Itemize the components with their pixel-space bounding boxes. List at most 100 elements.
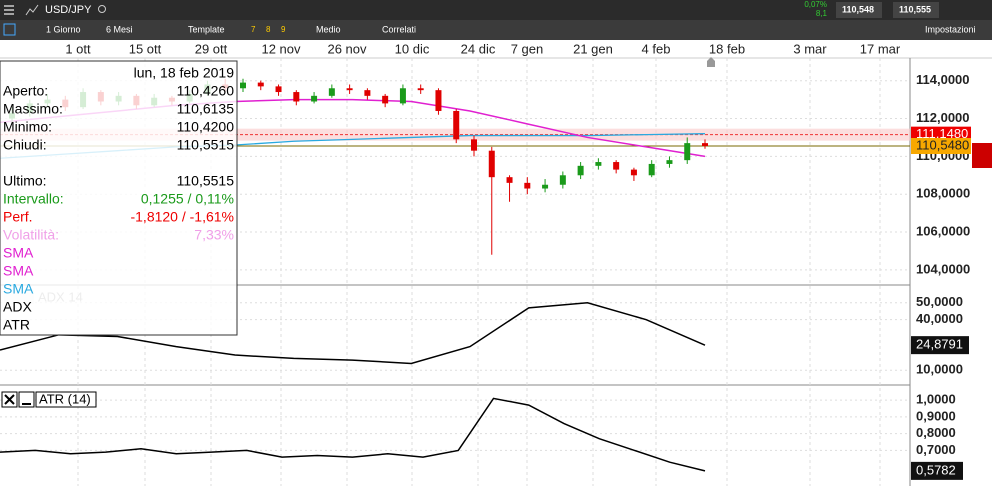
info-date: lun, 18 feb 2019: [134, 65, 235, 81]
line: [0, 397, 706, 472]
top-bar: [0, 0, 992, 20]
candle-body: [435, 90, 442, 111]
candle-body: [417, 88, 424, 91]
info-label: Volatilità:: [3, 227, 59, 243]
preset[interactable]: 7: [251, 25, 256, 34]
info-label: Perf.: [3, 209, 33, 225]
symbol[interactable]: USD/JPY: [45, 4, 92, 16]
related[interactable]: Correlati: [382, 24, 416, 34]
date-label: 24 dic: [461, 41, 496, 56]
chart-icon[interactable]: [25, 4, 39, 16]
y-tick-label: 104,0000: [916, 261, 970, 276]
info-label: Intervallo:: [3, 191, 64, 207]
candle-body: [275, 86, 282, 93]
candle-body: [524, 182, 531, 189]
y-tick-label: 0,7000: [916, 442, 956, 457]
candle-body: [346, 88, 353, 91]
date-label: 18 feb: [709, 41, 745, 56]
candle-body: [559, 175, 566, 185]
interval[interactable]: 1 Giorno: [46, 24, 81, 34]
candle-body: [257, 82, 264, 87]
date-label: 3 mar: [793, 41, 827, 56]
candle-body: [453, 110, 460, 140]
info-label: Minimo:: [3, 119, 52, 135]
candle-body: [382, 95, 389, 104]
candle-body: [399, 88, 406, 104]
date-label: 21 gen: [573, 41, 613, 56]
line: [0, 302, 706, 365]
ask: 110,555: [899, 4, 931, 14]
candle-body: [613, 162, 620, 170]
info-label: Ultimo:: [3, 173, 47, 189]
indicator-label: SMA: [3, 245, 34, 261]
y-tick-label: 112,0000: [916, 110, 970, 125]
y-tick-label: 10,0000: [916, 362, 963, 377]
info-value: 110,5515: [177, 173, 235, 189]
indicator-label: ATR: [3, 317, 30, 333]
indicator-label: SMA: [3, 263, 34, 279]
pane-title: ATR (14): [39, 391, 91, 406]
info-label: Aperto:: [3, 83, 48, 99]
ask-box[interactable]: [893, 2, 939, 18]
style[interactable]: Medio: [316, 24, 341, 34]
candle-body: [542, 184, 549, 189]
info-value: 0,1255 / 0,11%: [141, 191, 234, 207]
tag-box: [911, 138, 971, 155]
candle-body: [364, 90, 371, 96]
info-label: Massimo:: [3, 101, 63, 117]
indicator-label: SMA: [3, 281, 34, 297]
y-tick-label: 0,8000: [916, 425, 956, 440]
tag-box: [972, 143, 992, 168]
y-tick-label: 0,9000: [916, 408, 956, 423]
date-label: 15 ott: [129, 41, 162, 56]
candle-body: [240, 82, 246, 89]
range[interactable]: 6 Mesi: [106, 24, 133, 34]
last-value: 24,8791: [916, 337, 963, 352]
preset[interactable]: 9: [281, 25, 286, 34]
panel-icon[interactable]: [3, 23, 16, 36]
bid-box[interactable]: [836, 2, 882, 18]
candle-body: [328, 88, 335, 96]
candle-body: [488, 150, 495, 178]
tag-box: [911, 461, 963, 480]
price-tag: 111,1480: [916, 126, 968, 141]
y-tick-label: 50,0000: [916, 294, 963, 309]
candle-body: [684, 143, 691, 161]
info-value: 110,5515: [177, 137, 235, 153]
scroll-marker[interactable]: [707, 57, 715, 67]
date-label: 7 gen: [511, 41, 544, 56]
date-label: 10 dic: [395, 41, 430, 56]
close-icon: [4, 394, 15, 405]
menu-icon[interactable]: [4, 5, 14, 15]
info-value: 7,33%: [194, 227, 234, 243]
settings[interactable]: Impostazioni: [925, 24, 976, 34]
y-tick-label: 106,0000: [916, 223, 970, 238]
search-icon[interactable]: [98, 5, 106, 13]
candle-body: [666, 160, 673, 164]
info-value: 110,4200: [177, 119, 235, 135]
date-label: 1 ott: [65, 41, 91, 56]
candle-body: [595, 162, 602, 166]
y-tick-label: 40,0000: [916, 311, 963, 326]
change-sub: 8,1: [816, 9, 828, 18]
date-label: 4 feb: [642, 41, 671, 56]
bid: 110,548: [842, 4, 874, 14]
date-label: 26 nov: [327, 41, 367, 56]
date-label: 29 ott: [195, 41, 228, 56]
preset[interactable]: 8: [266, 25, 271, 34]
candle-body: [506, 177, 513, 183]
y-tick-label: 114,0000: [916, 72, 970, 87]
candle-body: [648, 163, 655, 176]
date-label: 12 nov: [261, 41, 301, 56]
tag-box: [911, 336, 969, 355]
y-tick-label: 1,0000: [916, 392, 956, 407]
template[interactable]: Template: [188, 24, 225, 34]
legend-box: [35, 391, 97, 408]
info-value: 110,6135: [177, 101, 235, 117]
info-panel: [0, 60, 238, 336]
date-label: 17 mar: [860, 41, 901, 56]
candle-body: [471, 139, 477, 151]
price-tag: 110,5480: [916, 137, 969, 152]
last-value: 0,5782: [916, 462, 956, 477]
